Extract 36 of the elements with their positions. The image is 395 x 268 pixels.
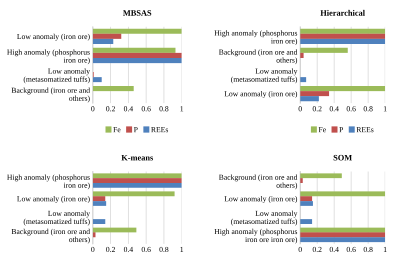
bar	[92, 52, 182, 58]
bar	[300, 48, 348, 53]
bar	[92, 196, 106, 202]
chart-title: K-means	[121, 154, 154, 160]
bar	[300, 96, 319, 102]
bar	[92, 38, 114, 44]
chart-title: Hierarchical	[320, 10, 365, 16]
bar	[300, 34, 386, 39]
bar	[300, 191, 386, 196]
bar	[92, 201, 106, 206]
bar	[92, 178, 182, 183]
bar	[300, 38, 386, 44]
bar	[300, 77, 306, 82]
bar	[92, 191, 175, 196]
bar	[300, 86, 386, 92]
bar	[300, 201, 313, 206]
bar	[300, 173, 342, 178]
bar	[92, 182, 182, 188]
bar	[300, 232, 386, 238]
bar	[300, 196, 312, 202]
bar	[92, 77, 102, 82]
bar	[92, 219, 106, 224]
bar	[300, 237, 386, 242]
chart-title: MBSAS	[123, 10, 152, 16]
bar	[92, 173, 182, 178]
bar	[92, 28, 182, 34]
bar	[300, 91, 330, 96]
bar	[92, 58, 182, 64]
bar	[92, 86, 134, 92]
bar	[300, 28, 386, 34]
bar	[92, 48, 176, 53]
bar	[300, 219, 312, 224]
chart-title: SOM	[334, 154, 352, 160]
bar	[300, 228, 386, 232]
bar	[92, 34, 122, 39]
bar	[92, 228, 136, 232]
